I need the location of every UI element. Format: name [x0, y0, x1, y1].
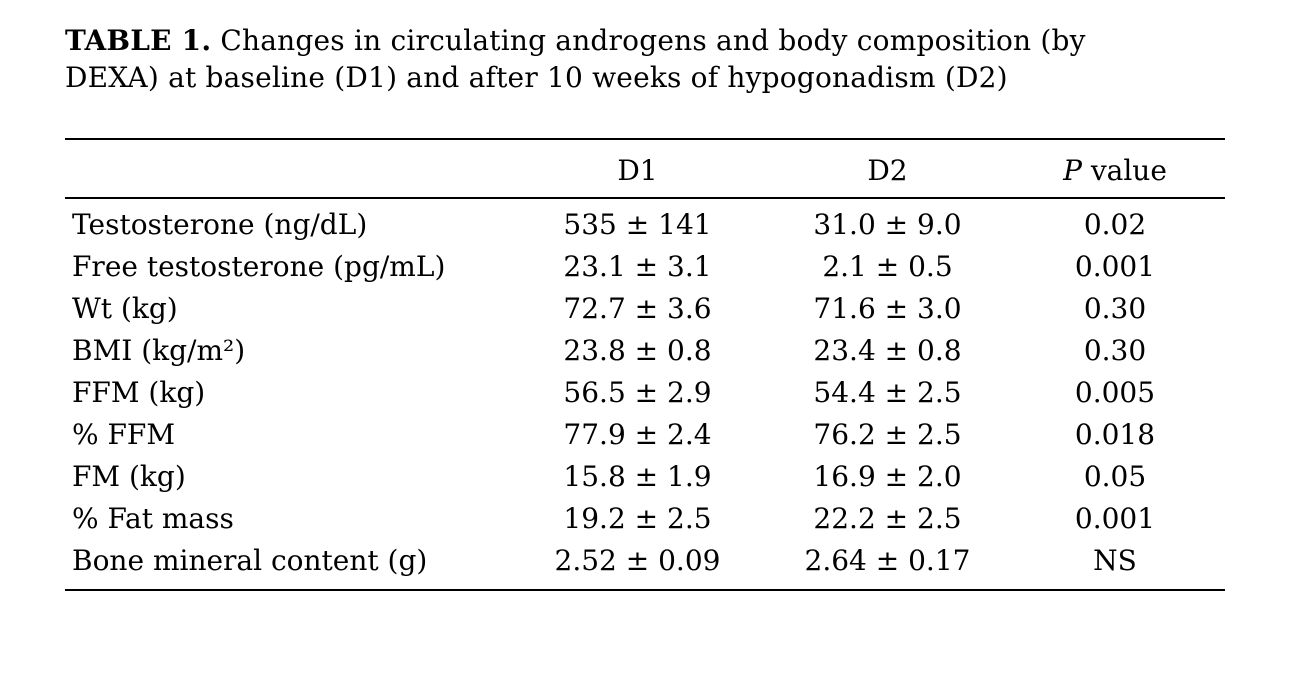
d2-value-cell: 76.2 ± 2.5: [813, 418, 962, 451]
d1-value-cell: 72.7 ± 3.6: [563, 292, 712, 325]
row-label-cell: % Fat mass: [72, 502, 234, 535]
d2-value-cell: 2.1 ± 0.5: [822, 250, 953, 283]
paper-page: TABLE 1. Changes in circulating androgen…: [65, 22, 1225, 591]
row-label-cell: Free testosterone (pg/mL): [72, 250, 446, 283]
d1-value-cell: 23.1 ± 3.1: [563, 250, 712, 283]
p-value-cell: 0.02: [1083, 208, 1147, 241]
results-table: D1 D2 P value Testosterone (ng/dL) 535 ±…: [65, 138, 1225, 591]
p-value-cell: NS: [1093, 544, 1137, 577]
table-row: Free testosterone (pg/mL) 23.1 ± 3.1 2.1…: [65, 246, 1225, 288]
table-row: FM (kg) 15.8 ± 1.9 16.9 ± 2.0 0.05: [65, 456, 1225, 498]
row-label-cell: % FFM: [72, 418, 176, 451]
d2-value-cell: 71.6 ± 3.0: [813, 292, 962, 325]
p-value-cell: 0.018: [1074, 418, 1156, 451]
header-d1: D1: [505, 139, 770, 199]
header-p-rest: value: [1090, 154, 1167, 187]
p-value-cell: 0.30: [1083, 292, 1147, 325]
d2-value-cell: 16.9 ± 2.0: [813, 460, 962, 493]
table-row: Wt (kg) 72.7 ± 3.6 71.6 ± 3.0 0.30: [65, 288, 1225, 330]
d1-value-cell: 56.5 ± 2.9: [563, 376, 712, 409]
d1-value-cell: 23.8 ± 0.8: [563, 334, 712, 367]
d1-value-cell: 15.8 ± 1.9: [563, 460, 712, 493]
d1-value-cell: 19.2 ± 2.5: [563, 502, 712, 535]
row-label-cell: FM (kg): [72, 460, 186, 493]
header-p-italic: P: [1063, 154, 1082, 187]
p-value-cell: 0.30: [1083, 334, 1147, 367]
table-row: FFM (kg) 56.5 ± 2.9 54.4 ± 2.5 0.005: [65, 372, 1225, 414]
d2-value-cell: 2.64 ± 0.17: [804, 544, 971, 577]
table-row: % Fat mass 19.2 ± 2.5 22.2 ± 2.5 0.001: [65, 498, 1225, 540]
d2-value-cell: 22.2 ± 2.5: [813, 502, 962, 535]
table-caption: TABLE 1. Changes in circulating androgen…: [65, 22, 1150, 96]
p-value-cell: 0.001: [1074, 250, 1156, 283]
d2-value-cell: 31.0 ± 9.0: [813, 208, 962, 241]
table-row: BMI (kg/m²) 23.8 ± 0.8 23.4 ± 0.8 0.30: [65, 330, 1225, 372]
d1-value-cell: 535 ± 141: [563, 208, 712, 241]
row-label-cell: Bone mineral content (g): [72, 544, 428, 577]
row-label-cell: BMI (kg/m²): [72, 334, 246, 367]
d1-value-cell: 77.9 ± 2.4: [563, 418, 712, 451]
d2-value-cell: 54.4 ± 2.5: [813, 376, 962, 409]
p-value-cell: 0.001: [1074, 502, 1156, 535]
row-label-cell: FFM (kg): [72, 376, 206, 409]
p-value-cell: 0.05: [1083, 460, 1147, 493]
table-row: Bone mineral content (g) 2.52 ± 0.09 2.6…: [65, 540, 1225, 590]
p-value-cell: 0.005: [1074, 376, 1156, 409]
row-label-cell: Wt (kg): [72, 292, 178, 325]
table-caption-text: Changes in circulating androgens and bod…: [65, 24, 1086, 94]
header-d2: D2: [770, 139, 1005, 199]
table-caption-label: TABLE 1.: [65, 24, 212, 57]
d2-value-cell: 23.4 ± 0.8: [813, 334, 962, 367]
table-row: Testosterone (ng/dL) 535 ± 141 31.0 ± 9.…: [65, 198, 1225, 246]
row-label-cell: Testosterone (ng/dL): [72, 208, 368, 241]
header-p-value: P value: [1005, 139, 1225, 199]
table-row: % FFM 77.9 ± 2.4 76.2 ± 2.5 0.018: [65, 414, 1225, 456]
d1-value-cell: 2.52 ± 0.09: [554, 544, 721, 577]
header-row: D1 D2 P value: [65, 139, 1225, 199]
header-empty-cell: [65, 139, 505, 199]
